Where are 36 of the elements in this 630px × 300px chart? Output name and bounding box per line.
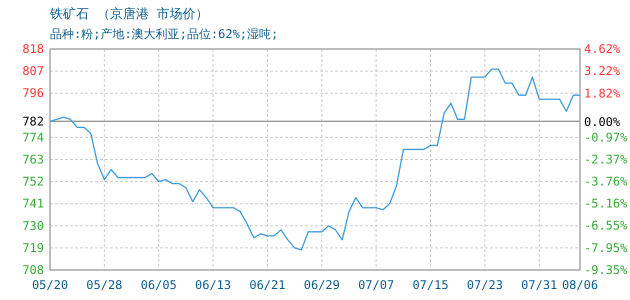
x-tick-label: 06/13 <box>195 278 232 292</box>
y2-tick-label: -3.76% <box>584 174 628 189</box>
chart-title: 铁矿石 （京唐港 市场价） <box>49 7 209 22</box>
y-tick-label: 796 <box>22 86 44 100</box>
x-tick-label: 07/15 <box>412 278 449 292</box>
x-tick-label: 07/23 <box>466 278 503 292</box>
y-tick-label: 763 <box>22 152 44 166</box>
y2-tick-label: -7.95% <box>584 240 628 255</box>
y2-tick-label: -2.37% <box>584 152 628 167</box>
y-tick-label: 782 <box>22 114 44 128</box>
y2-tick-label: 4.62% <box>584 42 621 56</box>
y-tick-label: 730 <box>22 218 44 233</box>
x-tick-label: 05/28 <box>86 278 122 292</box>
x-tick-label: 06/05 <box>140 278 177 292</box>
x-tick-label: 06/21 <box>249 278 286 292</box>
x-tick-label: 08/06 <box>562 278 598 292</box>
y-tick-label: 741 <box>22 196 44 211</box>
y-tick-label: 774 <box>22 130 44 144</box>
y2-tick-label: -6.55% <box>584 218 628 233</box>
chart-subtitle: 品种:粉;产地:澳大利亚;品位:62%;湿吨; <box>50 27 278 41</box>
x-tick-label: 05/20 <box>32 278 68 292</box>
y2-tick-label: -5.16% <box>584 196 628 211</box>
y2-tick-label: -9.35% <box>584 263 628 277</box>
x-tick-label: 07/31 <box>521 278 558 292</box>
x-tick-label: 06/29 <box>304 278 340 292</box>
y2-tick-label: 1.82% <box>584 86 621 100</box>
y2-tick-label: 3.22% <box>584 64 621 78</box>
y-tick-label: 818 <box>22 42 44 56</box>
y2-tick-label: 0.00% <box>584 115 621 130</box>
x-tick-label: 07/07 <box>358 278 394 292</box>
y-tick-label: 807 <box>22 64 44 78</box>
y-tick-label: 708 <box>22 263 44 277</box>
y-tick-label: 752 <box>22 174 44 189</box>
y2-tick-label: -0.97% <box>584 130 628 144</box>
line-series <box>49 68 581 251</box>
y-tick-label: 719 <box>22 240 44 255</box>
